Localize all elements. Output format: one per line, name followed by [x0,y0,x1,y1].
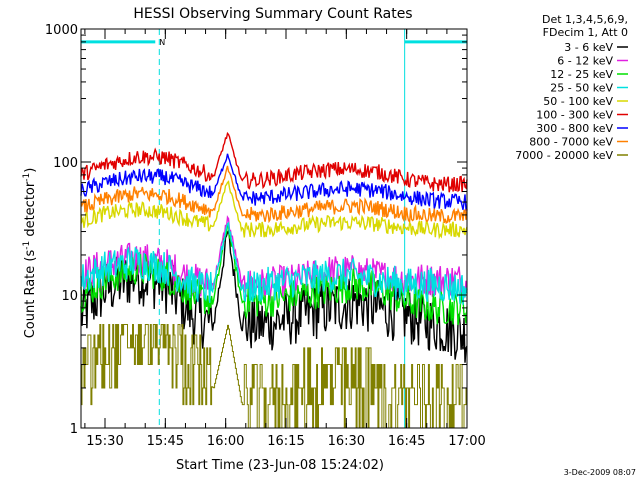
legend-entry-8: 7000 - 20000 keV [515,149,613,162]
mode-flag-label: N [159,38,165,47]
y-axis-label: Count Rate (s-1 detector-1) [22,168,38,339]
legend-entry-2: 12 - 25 keV [550,68,613,81]
legend-header-0: Det 1,3,4,5,6,9, [542,13,628,26]
legend-entry-7: 800 - 7000 keV [529,136,613,149]
series-line-300-800kev [80,153,468,212]
series-line-25-50kev [80,221,468,305]
series-line-12-25kev [80,223,468,325]
y-axis-label-part3: ) [23,168,38,173]
legend-entry-4: 50 - 100 keV [543,95,613,108]
x-tick-label-5: 16:45 [388,434,425,449]
legend-entry-3: 25 - 50 keV [550,82,613,95]
x-axis-label: Start Time (23-Jun-08 15:24:02) [176,458,384,473]
axes-layer [80,28,468,429]
series-line-3-6kev [80,229,468,363]
series-line-800-7000kev [80,165,468,224]
legend-entry-6: 300 - 800 keV [536,122,613,135]
x-tick-label-3: 16:15 [267,434,304,449]
y-tick-label-1: 10 [61,289,78,304]
y-tick-label-2: 100 [53,156,78,171]
legend-header-1: FDecim 1, Att 0 [543,26,628,39]
x-tick-label-2: 16:00 [207,434,244,449]
series-line-50-100kev [80,180,468,240]
y-axis-label-sup1: -1 [22,241,32,250]
series-line-7000-20000kev [81,324,468,429]
legend: Det 1,3,4,5,6,9,FDecim 1, Att 0 3 - 6 keV… [515,13,628,162]
series-layer [80,131,468,429]
legend-entry-5: 100 - 300 keV [536,109,613,122]
x-tick-label-1: 15:45 [147,434,184,449]
footer-date: 3-Dec-2009 08:07 [564,468,636,477]
plot-frame [80,28,468,429]
legend-entry-0: 3 - 6 keV [564,41,613,54]
x-tick-label-6: 17:00 [448,434,485,449]
y-axis-label-sup2: -1 [22,173,32,182]
legend-entry-1: 6 - 12 keV [557,55,613,68]
series-line-100-300kev [80,131,468,193]
x-tick-label-4: 16:30 [328,434,365,449]
y-axis-label-part2: detector [23,181,38,241]
tick-labels: 1 10 100 1000 15:30 15:45 16:00 16:15 16:30 16:45… [45,23,486,449]
y-tick-label-0: 1 [70,422,78,437]
y-axis-label-part1: Count Rate (s [23,250,38,339]
chart-title: HESSI Observing Summary Count Rates [133,6,412,22]
x-tick-label-0: 15:30 [86,434,123,449]
y-tick-label-3: 1000 [45,23,78,38]
